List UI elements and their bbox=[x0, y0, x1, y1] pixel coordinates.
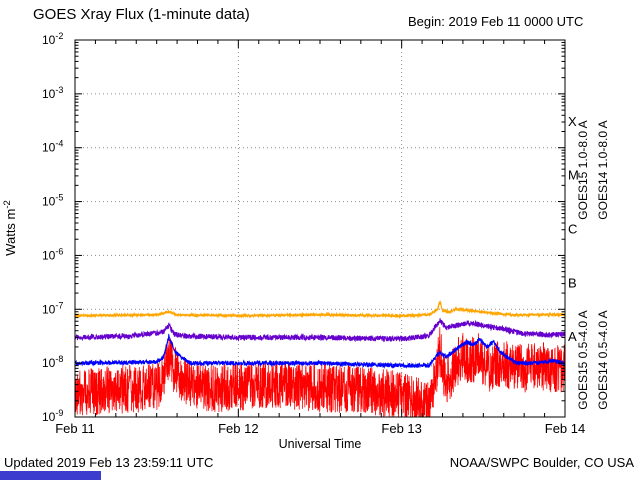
x-axis-label: Universal Time bbox=[279, 437, 362, 451]
channel-label-goes15-1-0-8-0-a: GOES15 1.0-8.0 A bbox=[576, 120, 590, 219]
right-channel-labels: GOES15 1.0-8.0 A GOES14 1.0-8.0 A GOES15 0… bbox=[576, 120, 610, 409]
svg-text:10-2: 10-2 bbox=[42, 31, 63, 47]
svg-text:10-6: 10-6 bbox=[42, 246, 63, 262]
updated-label: Updated 2019 Feb 13 23:59:11 UTC bbox=[4, 455, 213, 470]
series-goes14-0-5-4-0-a bbox=[75, 318, 565, 343]
svg-text:X: X bbox=[568, 114, 577, 129]
svg-text:10-9: 10-9 bbox=[42, 408, 63, 424]
svg-text:10-7: 10-7 bbox=[42, 300, 63, 316]
chart-title: GOES Xray Flux (1-minute data) bbox=[33, 6, 250, 23]
svg-text:Feb 14: Feb 14 bbox=[545, 421, 585, 436]
series-goes14-1-0-8-0-a bbox=[75, 300, 565, 320]
series-goes15-0-5-4-0-a bbox=[75, 333, 565, 370]
svg-text:10-4: 10-4 bbox=[42, 139, 63, 155]
axis-ticks bbox=[75, 39, 565, 418]
y-tick-labels: 10-2 10-3 10-4 10-5 10-6 10-7 10-8 10-9 bbox=[42, 31, 63, 424]
svg-text:B: B bbox=[568, 275, 577, 290]
svg-text:10-5: 10-5 bbox=[42, 193, 63, 209]
svg-text:A: A bbox=[568, 329, 577, 344]
channel-label-goes14-0-5-4-0-a: GOES14 0.5-4.0 A bbox=[596, 310, 610, 409]
svg-text:10-3: 10-3 bbox=[42, 85, 63, 101]
svg-text:Feb 12: Feb 12 bbox=[218, 421, 258, 436]
series-goes15-1-0-8-0-a bbox=[75, 327, 565, 417]
svg-text:10-8: 10-8 bbox=[42, 354, 63, 370]
credit-label: NOAA/SWPC Boulder, CO USA bbox=[450, 455, 635, 470]
svg-text:Feb 13: Feb 13 bbox=[381, 421, 421, 436]
plot-area: 10-2 10-3 10-4 10-5 10-6 10-7 10-8 10-9 Watts m-… bbox=[2, 31, 610, 436]
y-axis-label: Watts m-2 bbox=[2, 200, 18, 256]
svg-text:Feb 11: Feb 11 bbox=[55, 421, 95, 436]
bottom-blue-bar bbox=[0, 471, 101, 480]
channel-label-goes14-1-0-8-0-a: GOES14 1.0-8.0 A bbox=[596, 120, 610, 219]
channel-label-goes15-0-5-4-0-a: GOES15 0.5-4.0 A bbox=[576, 310, 590, 409]
flare-class-labels: X M C B A bbox=[568, 114, 579, 344]
x-tick-labels: Feb 11 Feb 12 Feb 13 Feb 14 bbox=[55, 421, 585, 436]
svg-text:C: C bbox=[568, 222, 577, 237]
series-group bbox=[75, 300, 565, 417]
begin-label: Begin: 2019 Feb 11 0000 UTC bbox=[408, 14, 583, 29]
svg-text:M: M bbox=[568, 168, 579, 183]
